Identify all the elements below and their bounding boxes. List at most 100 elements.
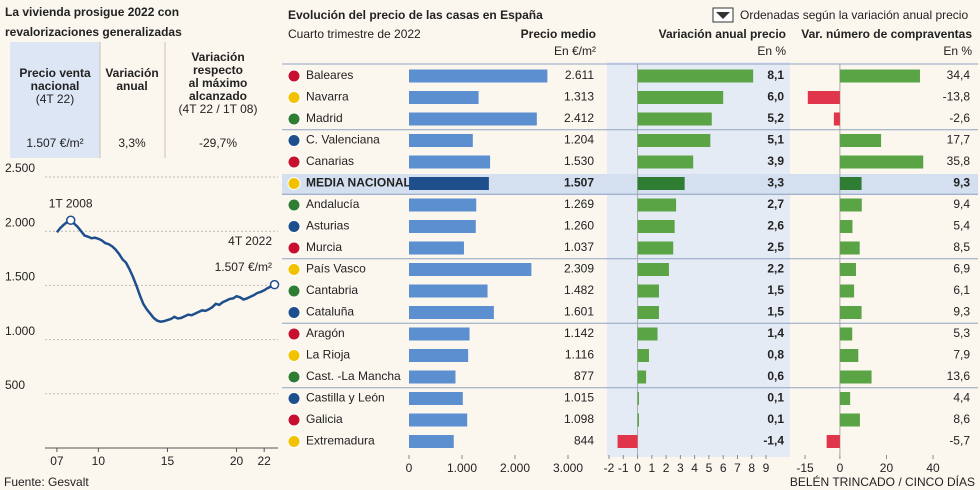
value-label: 2.611 (565, 68, 594, 82)
value-label: 0,6 (767, 369, 784, 383)
y-tick-label: 2.000 (5, 215, 35, 229)
bar (826, 435, 840, 448)
flag-icon (287, 349, 301, 362)
annotation: 4T 2022 (228, 234, 272, 248)
bar (637, 112, 712, 126)
price-line (55, 218, 276, 323)
legend-icon-arrow (716, 12, 730, 19)
x-tick-label: -15 (796, 461, 814, 475)
bar (807, 91, 840, 104)
value-label: 2.309 (564, 262, 594, 276)
flag-icon (287, 220, 301, 233)
value-label: 8,1 (767, 68, 784, 82)
summary-header: al máximo (189, 76, 248, 90)
x-tick-label: 4 (691, 461, 698, 475)
bar (409, 91, 479, 104)
column-title: Var. número de compraventas (801, 27, 972, 41)
summary-value: 1.507 €/m² (26, 136, 83, 150)
bar (409, 327, 470, 341)
bar (637, 327, 658, 341)
flag-icon (287, 263, 301, 276)
bar (839, 327, 853, 341)
region-label: Canarias (306, 154, 354, 168)
flag-icon (287, 155, 301, 169)
bar (637, 370, 647, 384)
bar (839, 263, 856, 276)
bar (637, 284, 659, 298)
flag-icon (287, 327, 301, 341)
summary-header: respecto (193, 63, 243, 77)
y-tick-label: 2.500 (5, 161, 35, 175)
bar (617, 435, 638, 448)
value-label: 0,1 (767, 391, 784, 405)
x-tick-label: 10 (92, 454, 106, 468)
x-tick-label: 7 (734, 461, 741, 475)
x-tick-label: 07 (50, 454, 64, 468)
value-label: 6,1 (953, 283, 970, 297)
region-label: Cantabria (306, 283, 358, 297)
summary-value: 3,3% (118, 136, 146, 150)
x-tick-label: 3.000 (553, 461, 583, 475)
bar (409, 284, 488, 298)
bar (409, 349, 469, 362)
flag-icon (287, 435, 301, 448)
flag-icon (287, 306, 301, 319)
legend-note: Ordenadas según la variación anual preci… (740, 8, 968, 22)
x-tick-label: 20 (230, 454, 244, 468)
flag-icon (287, 198, 301, 212)
region-label: País Vasco (306, 262, 366, 276)
value-label: 8,5 (953, 240, 970, 254)
value-label: 1,5 (767, 283, 784, 297)
value-label: 5,4 (953, 219, 970, 233)
y-tick-label: 500 (5, 378, 25, 392)
region-label: C. Valenciana (306, 133, 380, 147)
bar (839, 134, 882, 147)
x-tick-label: 20 (880, 461, 894, 475)
value-label: 1.098 (564, 412, 594, 426)
value-label: 1,5 (767, 305, 784, 319)
flag-icon (287, 284, 301, 298)
bar (839, 241, 860, 255)
value-label: 1.142 (564, 326, 594, 340)
value-label: 35,8 (947, 154, 971, 168)
value-label: 1.507 (564, 176, 594, 190)
x-tick-label: 5 (706, 461, 713, 475)
summary-header: (4T 22) (36, 92, 74, 106)
x-tick-label: 15 (161, 454, 175, 468)
value-label: -2,6 (949, 111, 970, 125)
x-tick-label: -1 (618, 461, 629, 475)
value-label: 877 (574, 369, 594, 383)
x-tick-label: 1 (648, 461, 655, 475)
flag-icon (287, 91, 301, 104)
source: Fuente: Gesvalt (4, 475, 89, 489)
region-label: Andalucía (306, 197, 360, 211)
x-tick-label: 6 (720, 461, 727, 475)
value-label: 0,8 (767, 348, 784, 362)
title-line: La vivienda prosigue 2022 con (5, 5, 179, 19)
value-label: -1,4 (763, 434, 784, 448)
bar (839, 155, 924, 169)
region-label: Extremadura (306, 434, 375, 448)
value-label: 1.530 (564, 154, 594, 168)
value-label: 1.037 (564, 240, 594, 254)
value-label: 1.482 (564, 283, 594, 297)
x-tick-label: 0 (406, 461, 413, 475)
bar (637, 349, 649, 362)
bar (409, 392, 463, 405)
bar (839, 69, 920, 83)
value-label: 4,4 (953, 391, 970, 405)
value-label: 13,6 (947, 369, 971, 383)
bar (637, 392, 639, 405)
bar (409, 69, 548, 83)
column-title: Precio medio (521, 27, 596, 41)
panel-title: Evolución del precio de las casas en Esp… (288, 8, 543, 22)
flag-icon (287, 177, 301, 190)
value-label: -5,7 (949, 434, 970, 448)
value-label: 5,3 (953, 326, 970, 340)
x-tick-label: 0 (634, 461, 641, 475)
y-tick-label: 1.500 (5, 270, 35, 284)
highlight-point (65, 215, 76, 226)
bar (833, 112, 840, 126)
value-label: 6,9 (953, 262, 970, 276)
